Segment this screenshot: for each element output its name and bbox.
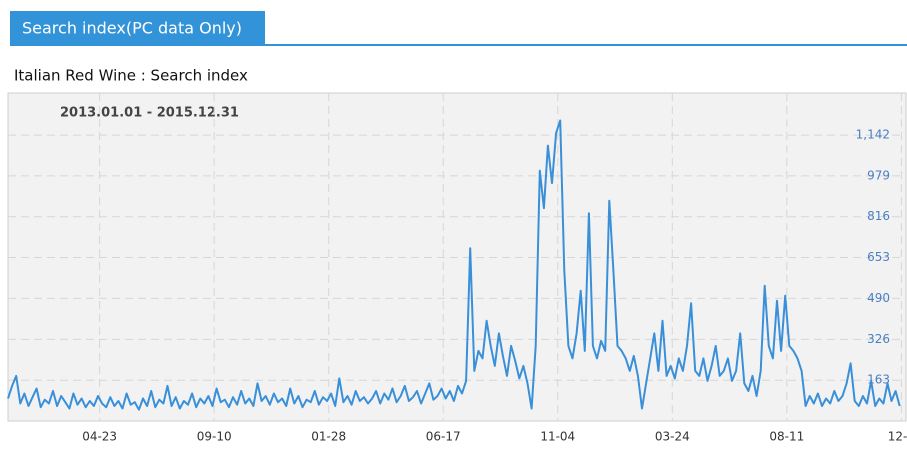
y-tick-label: 816 (867, 209, 890, 223)
series-line (7, 119, 901, 411)
tab[interactable] (10, 11, 265, 45)
y-tick-label: 1,142 (856, 128, 890, 142)
x-tick-label: 08-11 (769, 430, 804, 444)
y-tick-label: 326 (867, 332, 890, 346)
x-tick-label: 01-28 (311, 430, 346, 444)
x-tick-label: 11-04 (540, 430, 575, 444)
x-tick-label: 04-23 (82, 430, 117, 444)
date-range: 2013.01.01 - 2015.12.31 (60, 106, 239, 121)
x-tick-label: 06-17 (426, 430, 461, 444)
y-tick-label: 653 (867, 250, 890, 264)
tab-label[interactable]: Search index(PC data Only) (22, 19, 242, 38)
y-tick-label: 979 (867, 168, 890, 182)
x-tick-label: 12-2 (888, 430, 907, 444)
x-tick-label: 09-10 (197, 430, 232, 444)
y-tick-label: 163 (867, 373, 890, 387)
plot-area (7, 92, 907, 422)
x-tick-label: 03-24 (655, 430, 690, 444)
y-tick-label: 490 (867, 291, 890, 305)
chart-title: Italian Red Wine : Search index (14, 67, 248, 85)
